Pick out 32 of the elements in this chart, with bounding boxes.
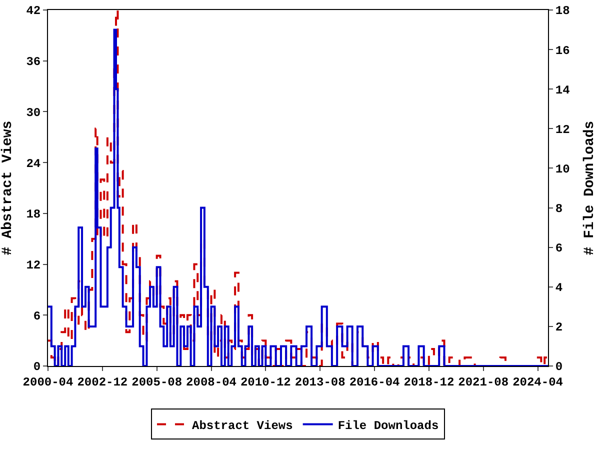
x-tick-label: 2018-12 <box>404 375 454 390</box>
y-tick-label: 6 <box>33 309 41 324</box>
y2-tick-label: 0 <box>555 360 563 374</box>
x-tick-label: 2016-04 <box>349 375 400 390</box>
y-tick-label: 24 <box>26 156 41 171</box>
y2-axis-title: # File Downloads <box>582 120 598 256</box>
legend-label: Abstract Views <box>192 418 293 433</box>
y2-tick-label: 10 <box>555 162 570 176</box>
x-tick-label: 2002-12 <box>77 375 128 390</box>
y2-tick-label: 14 <box>555 83 570 98</box>
y-tick-label: 42 <box>26 4 41 18</box>
y2-tick-label: 12 <box>555 122 570 137</box>
y-tick-label: 36 <box>26 55 41 70</box>
y2-tick-label: 18 <box>555 4 570 18</box>
y2-tick-label: 8 <box>555 202 563 216</box>
y2-tick-label: 6 <box>555 242 563 256</box>
y-tick-label: 12 <box>26 258 41 272</box>
x-tick-label: 2024-04 <box>512 375 563 390</box>
x-tick-label: 2013-08 <box>294 375 346 390</box>
x-tick-label: 2000-04 <box>22 375 74 390</box>
x-tick-label: 2021-08 <box>458 375 509 390</box>
y2-tick-label: 2 <box>555 320 563 335</box>
x-tick-label: 2010-12 <box>240 375 291 390</box>
x-tick-label: 2005-08 <box>132 375 182 390</box>
x-tick-label: 2008-04 <box>186 375 236 390</box>
y2-tick-label: 16 <box>555 44 570 58</box>
y-tick-label: 0 <box>33 360 41 374</box>
y-axis-title: # Abstract Views <box>0 120 16 256</box>
y-tick-label: 18 <box>26 208 41 222</box>
y-tick-label: 30 <box>26 106 41 120</box>
legend-label: File Downloads <box>338 418 439 433</box>
y2-tick-label: 4 <box>555 281 563 296</box>
